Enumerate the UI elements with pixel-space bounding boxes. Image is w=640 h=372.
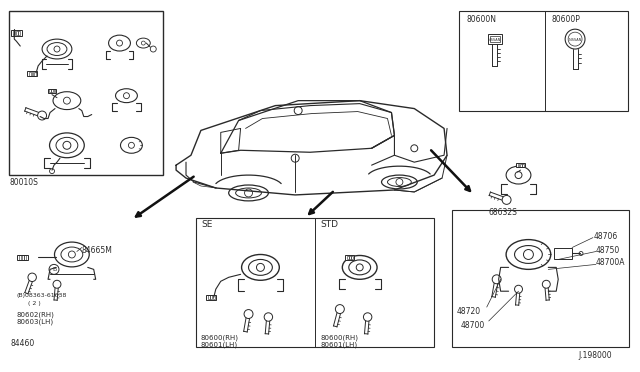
Text: 84665M: 84665M [82, 246, 113, 254]
Text: 80600(RH): 80600(RH) [320, 335, 358, 341]
Text: 48706: 48706 [594, 232, 618, 241]
Bar [520, 164, 522, 167]
Bar [24, 256, 26, 260]
Bar [196, 218, 434, 347]
Circle shape [335, 305, 344, 314]
Bar [516, 163, 525, 167]
Ellipse shape [506, 240, 551, 269]
Ellipse shape [53, 92, 81, 110]
Bar [22, 256, 24, 260]
Bar [488, 34, 502, 44]
Text: ( 2 ): ( 2 ) [28, 301, 41, 306]
Bar [19, 256, 21, 260]
Circle shape [53, 280, 61, 288]
Ellipse shape [342, 256, 377, 279]
Ellipse shape [120, 137, 142, 153]
Text: B: B [52, 267, 56, 272]
Text: 80600N: 80600N [467, 15, 497, 24]
Bar [346, 255, 354, 260]
Text: 80603(LH): 80603(LH) [16, 319, 53, 326]
Bar [17, 255, 28, 260]
Text: 48700: 48700 [461, 321, 485, 330]
Bar [13, 31, 15, 35]
Text: SE: SE [201, 220, 212, 229]
Text: 80602(RH): 80602(RH) [16, 311, 54, 318]
Bar [49, 89, 51, 92]
Text: 80010S: 80010S [10, 178, 38, 187]
Ellipse shape [109, 35, 131, 51]
Ellipse shape [116, 89, 138, 103]
Ellipse shape [381, 175, 417, 189]
Bar [28, 71, 37, 76]
Text: (B)08363-61638: (B)08363-61638 [16, 293, 67, 298]
Bar [210, 295, 212, 299]
Circle shape [565, 29, 585, 49]
Bar [349, 256, 351, 259]
Circle shape [150, 46, 156, 52]
Circle shape [364, 313, 372, 321]
Circle shape [542, 280, 550, 288]
Text: 48700A: 48700A [596, 259, 625, 267]
Bar [207, 295, 209, 299]
Circle shape [502, 195, 511, 204]
Bar [15, 31, 18, 35]
Ellipse shape [42, 39, 72, 59]
Circle shape [492, 275, 501, 284]
Text: STD: STD [320, 220, 338, 229]
Bar [522, 164, 524, 167]
Text: 80600(RH): 80600(RH) [201, 335, 239, 341]
Ellipse shape [241, 254, 279, 280]
Bar [351, 256, 353, 259]
Text: 48750: 48750 [596, 246, 620, 254]
Bar [347, 256, 349, 259]
Text: 80601(LH): 80601(LH) [201, 342, 238, 348]
Bar [11, 31, 22, 36]
Bar [51, 89, 53, 92]
Text: 80601(LH): 80601(LH) [320, 342, 357, 348]
Ellipse shape [136, 38, 150, 48]
Bar [452, 210, 628, 347]
Text: NISSAN: NISSAN [488, 38, 501, 42]
Bar [31, 72, 33, 76]
Circle shape [264, 313, 273, 321]
Bar [490, 36, 500, 42]
Ellipse shape [49, 133, 84, 158]
Bar [47, 89, 56, 93]
Circle shape [38, 111, 47, 120]
Bar [554, 247, 572, 259]
Circle shape [28, 273, 36, 282]
Ellipse shape [506, 166, 531, 184]
Text: 48720: 48720 [457, 307, 481, 316]
Text: 68632S: 68632S [489, 208, 518, 217]
Text: NISSAN: NISSAN [568, 38, 582, 42]
Text: J.198000: J.198000 [578, 351, 612, 360]
Bar [19, 31, 20, 35]
Bar [212, 295, 214, 299]
Text: 84460: 84460 [10, 339, 35, 348]
Ellipse shape [54, 242, 89, 267]
Bar [205, 295, 216, 300]
Ellipse shape [228, 185, 268, 201]
Bar [34, 72, 36, 76]
Text: 80600P: 80600P [551, 15, 580, 24]
Bar [29, 72, 31, 76]
Circle shape [515, 285, 522, 293]
Bar [518, 164, 520, 167]
Bar [54, 89, 55, 92]
Bar [459, 11, 628, 110]
Circle shape [244, 310, 253, 318]
Bar [10, 11, 163, 175]
